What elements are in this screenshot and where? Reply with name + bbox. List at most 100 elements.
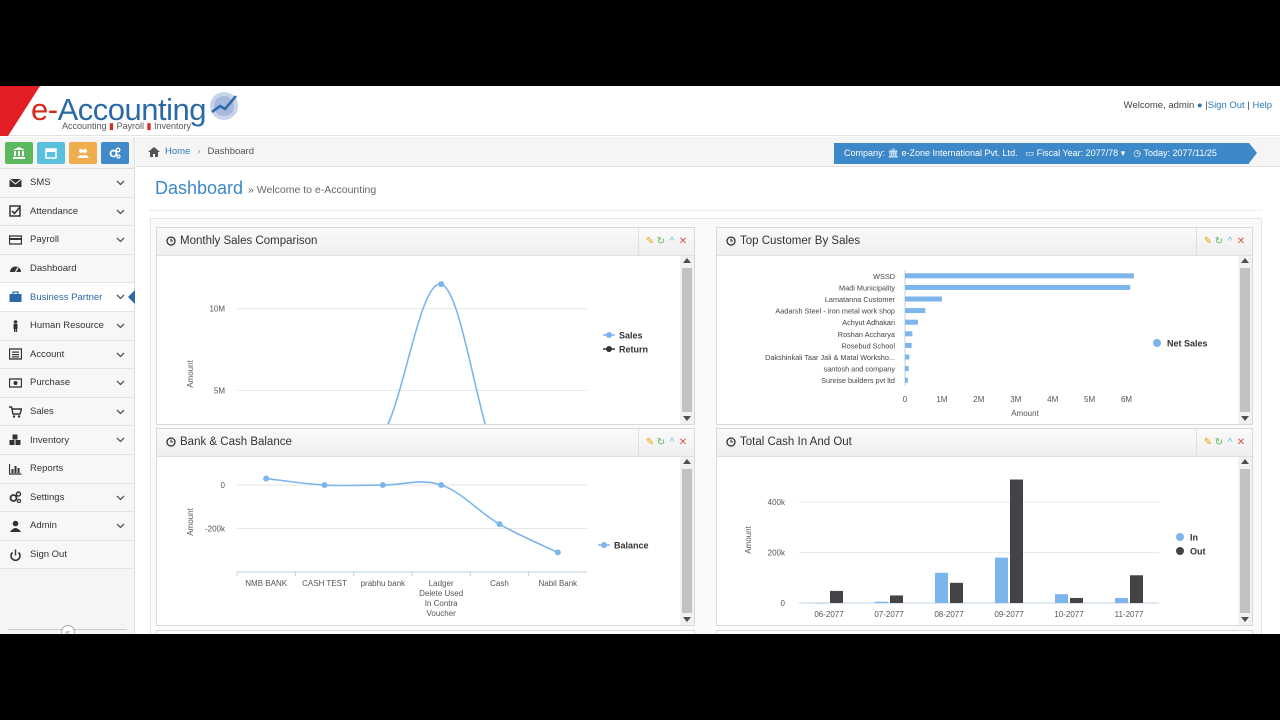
sidebar-item-admin[interactable]: Admin bbox=[0, 512, 134, 541]
bar-out bbox=[1070, 597, 1083, 603]
data-point-balance bbox=[496, 521, 503, 528]
data-point-balance bbox=[263, 475, 270, 482]
scroll-thumb[interactable] bbox=[682, 268, 692, 412]
widget-title: Monthly Sales Comparison bbox=[166, 235, 317, 247]
close-icon[interactable]: ✕ bbox=[678, 436, 688, 448]
check-square-icon bbox=[9, 205, 23, 218]
scroll-down-arrow[interactable] bbox=[683, 617, 691, 622]
bar-net-sales bbox=[905, 296, 942, 302]
sidebar-item-sales[interactable]: Sales bbox=[0, 397, 134, 427]
scroll-up-arrow[interactable] bbox=[683, 258, 691, 263]
users-shortcut-button[interactable] bbox=[69, 142, 97, 164]
sidebar-item-account[interactable]: Account bbox=[0, 340, 134, 370]
bar-in bbox=[815, 603, 828, 604]
x-tick-label: 11-2077 bbox=[1115, 610, 1144, 619]
sidebar-item-payroll[interactable]: Payroll bbox=[0, 226, 134, 255]
fiscal-year-dropdown[interactable]: ▭ Fiscal Year: 2077/78 ▾ bbox=[1026, 148, 1126, 159]
scroll-down-arrow[interactable] bbox=[683, 416, 691, 421]
scroll-down-arrow[interactable] bbox=[1241, 416, 1249, 421]
bar-out bbox=[890, 595, 903, 603]
category-label: Dakshinkali Taar Jali & Matal Worksho... bbox=[765, 353, 895, 362]
collapse-icon[interactable]: ^ bbox=[1227, 235, 1233, 247]
scroll-thumb[interactable] bbox=[682, 469, 692, 613]
edit-icon[interactable]: ✎ bbox=[645, 436, 655, 448]
widget-scrollbar[interactable] bbox=[680, 256, 694, 424]
calendar-small-icon: ▭ bbox=[1025, 148, 1035, 158]
sidebar-item-settings[interactable]: Settings bbox=[0, 483, 134, 513]
x-tick-label: Voucher bbox=[426, 609, 456, 618]
sidebar-collapse: « bbox=[0, 622, 135, 634]
widget-scrollbar[interactable] bbox=[680, 457, 694, 625]
sidebar-item-inventory[interactable]: Inventory bbox=[0, 426, 134, 455]
scroll-thumb[interactable] bbox=[1240, 268, 1250, 412]
y-tick-label: 0 bbox=[221, 481, 226, 490]
scroll-up-arrow[interactable] bbox=[683, 459, 691, 464]
close-icon[interactable]: ✕ bbox=[1236, 436, 1246, 448]
bar-in bbox=[935, 572, 948, 603]
tagline-payroll: Payroll bbox=[116, 121, 145, 131]
breadcrumb-home-link[interactable]: Home bbox=[165, 146, 191, 157]
y-axis-label: Amount bbox=[186, 359, 195, 387]
x-tick-label: 10-2077 bbox=[1054, 610, 1084, 619]
sidebar-item-reports[interactable]: Reports bbox=[0, 454, 134, 484]
sidebar-item-human-resource[interactable]: Human Resource bbox=[0, 311, 134, 341]
cogs-shortcut-button[interactable] bbox=[101, 142, 129, 164]
cogs-icon bbox=[109, 147, 121, 159]
tagline-separator: ▮ bbox=[146, 121, 152, 131]
chart-area: WSSD Madi Municipality Lamatanna Customer A… bbox=[717, 256, 1238, 424]
edit-icon[interactable]: ✎ bbox=[1203, 235, 1213, 247]
refresh-icon[interactable]: ↻ bbox=[656, 436, 666, 448]
sidebar-item-dashboard[interactable]: Dashboard bbox=[0, 254, 134, 284]
scroll-down-arrow[interactable] bbox=[1241, 617, 1249, 622]
refresh-icon[interactable]: ↻ bbox=[1214, 235, 1224, 247]
x-tick-label: 2M bbox=[973, 395, 984, 404]
category-label: Rosebud School bbox=[841, 341, 895, 350]
tagline-separator: ▮ bbox=[109, 121, 114, 131]
widget-title-text: Monthly Sales Comparison bbox=[180, 235, 318, 247]
close-icon[interactable]: ✕ bbox=[1236, 235, 1246, 247]
refresh-icon[interactable]: ↻ bbox=[656, 235, 666, 247]
x-tick-label: 09-2077 bbox=[994, 610, 1024, 619]
bank-shortcut-button[interactable] bbox=[5, 142, 33, 164]
logo-tagline: Accounting ▮ Payroll ▮ Inventory bbox=[62, 121, 191, 132]
clock-icon: ◷ bbox=[1133, 148, 1142, 158]
chart-area: 0 -200k NMB BANK CASH TEST prabhu bank Ladger… bbox=[157, 457, 680, 625]
scroll-thumb[interactable] bbox=[1240, 469, 1250, 613]
today-label: Today: bbox=[1143, 148, 1170, 158]
today-value: 2077/11/25 bbox=[1172, 148, 1217, 158]
collapse-icon[interactable]: ^ bbox=[669, 235, 675, 247]
legend-label: Out bbox=[1190, 547, 1206, 557]
chevron-down-icon bbox=[116, 209, 125, 215]
close-icon[interactable]: ✕ bbox=[678, 235, 688, 247]
legend-marker bbox=[1176, 547, 1184, 555]
collapse-sidebar-button[interactable]: « bbox=[60, 625, 75, 634]
sidebar-item-business-partner[interactable]: Business Partner bbox=[0, 283, 135, 312]
series-line-sales bbox=[266, 283, 558, 481]
edit-icon[interactable]: ✎ bbox=[1203, 436, 1213, 448]
help-link[interactable]: Help bbox=[1252, 100, 1272, 111]
widget-scrollbar[interactable] bbox=[1238, 256, 1252, 424]
sidebar-item-label: Sign Out bbox=[30, 549, 67, 561]
clock-icon bbox=[726, 437, 736, 447]
widget-scrollbar[interactable] bbox=[1238, 457, 1252, 625]
context-info-bar: Company: 🏛 e-Zone International Pvt. Ltd… bbox=[834, 143, 1257, 164]
scroll-up-arrow[interactable] bbox=[1241, 258, 1249, 263]
calendar-shortcut-button[interactable] bbox=[37, 142, 65, 164]
sidebar-item-sms[interactable]: SMS bbox=[0, 169, 134, 198]
chevron-down-icon bbox=[116, 437, 125, 443]
monthly-sales-chart: 05M10M06-207707-207708-207709-207710-207… bbox=[186, 281, 648, 488]
refresh-icon[interactable]: ↻ bbox=[1214, 436, 1224, 448]
edit-icon[interactable]: ✎ bbox=[645, 235, 655, 247]
envelope-icon bbox=[9, 177, 23, 189]
company-info[interactable]: Company: 🏛 e-Zone International Pvt. Ltd… bbox=[844, 148, 1018, 159]
sign-out-link[interactable]: Sign Out bbox=[1207, 100, 1245, 111]
collapse-icon[interactable]: ^ bbox=[669, 436, 675, 448]
sidebar-item-purchase[interactable]: Purchase bbox=[0, 369, 134, 398]
logo[interactable]: e-Accounting bbox=[31, 92, 206, 128]
sidebar-item-sign-out[interactable]: Sign Out bbox=[0, 540, 134, 570]
x-tick-label: Ladger bbox=[429, 579, 454, 588]
collapse-icon[interactable]: ^ bbox=[1227, 436, 1233, 448]
scroll-up-arrow[interactable] bbox=[1241, 459, 1249, 464]
x-tick-label: 08-2077 bbox=[934, 610, 964, 619]
sidebar-item-attendance[interactable]: Attendance bbox=[0, 197, 134, 227]
